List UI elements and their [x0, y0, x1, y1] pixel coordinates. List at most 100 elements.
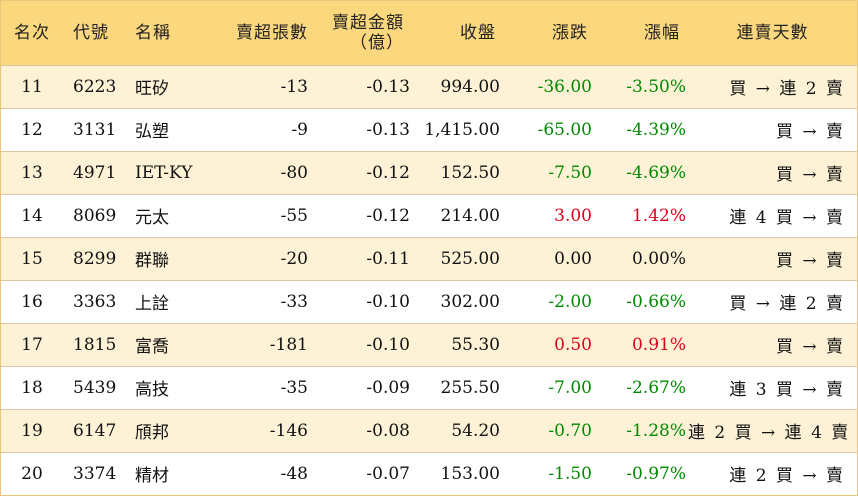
cell-change: -7.00 [548, 377, 592, 398]
cell-streak: 買 → 賣 [775, 165, 845, 185]
cell-change: -36.00 [537, 76, 592, 97]
cell-net-sell-amount: -0.12 [366, 205, 410, 226]
cell-name: 旺矽 [135, 79, 169, 99]
cell-net-sell-amount: -0.10 [366, 291, 410, 312]
cell-net-sell-amount: -0.08 [366, 420, 410, 441]
cell-pct-change: -4.39% [626, 119, 686, 140]
header-pct-change: 漲幅 [644, 22, 680, 43]
cell-name: 富喬 [135, 337, 169, 357]
cell-rank: 18 [21, 377, 43, 398]
cell-code: 3131 [73, 119, 117, 140]
cell-code: 3363 [73, 291, 117, 312]
table-row: 18 5439 高技 -35 -0.09 255.50 -7.00 -2.67%… [1, 366, 857, 409]
cell-net-sell-lots: -33 [280, 291, 308, 312]
cell-pct-change: -1.28% [626, 420, 686, 441]
table-body: 11 6223 旺矽 -13 -0.13 994.00 -36.00 -3.50… [1, 65, 857, 495]
cell-pct-change: 0.00% [631, 248, 686, 269]
cell-pct-change: 0.91% [631, 334, 686, 355]
cell-streak: 買 → 連 2 賣 [729, 294, 845, 314]
cell-net-sell-lots: -20 [280, 248, 308, 269]
cell-close: 54.20 [451, 420, 500, 441]
table-row: 20 3374 精材 -48 -0.07 153.00 -1.50 -0.97%… [1, 452, 857, 495]
cell-pct-change: -0.97% [626, 463, 686, 484]
table-row: 17 1815 富喬 -181 -0.10 55.30 0.50 0.91% 買… [1, 323, 857, 366]
cell-net-sell-lots: -13 [280, 76, 308, 97]
cell-close: 302.00 [440, 291, 500, 312]
cell-pct-change: 1.42% [631, 205, 686, 226]
cell-close: 153.00 [440, 463, 500, 484]
cell-change: -1.50 [548, 463, 592, 484]
cell-name: 群聯 [135, 251, 169, 271]
cell-close: 55.30 [451, 334, 500, 355]
cell-close: 1,415.00 [424, 119, 500, 140]
cell-name: 頎邦 [135, 423, 169, 443]
cell-net-sell-amount: -0.09 [366, 377, 410, 398]
cell-net-sell-lots: -55 [280, 205, 308, 226]
cell-name: 精材 [135, 466, 169, 487]
cell-code: 8069 [73, 205, 117, 226]
table-row: 19 6147 頎邦 -146 -0.08 54.20 -0.70 -1.28%… [1, 409, 857, 452]
cell-net-sell-lots: -181 [269, 334, 308, 355]
cell-net-sell-lots: -80 [280, 162, 308, 183]
cell-pct-change: -2.67% [626, 377, 686, 398]
cell-change: -65.00 [537, 119, 592, 140]
cell-change: -0.70 [548, 420, 592, 441]
header-name: 名稱 [135, 22, 171, 43]
cell-net-sell-lots: -9 [291, 119, 308, 140]
cell-rank: 12 [21, 119, 43, 140]
cell-code: 6147 [73, 420, 117, 441]
cell-name: 元太 [135, 208, 169, 228]
cell-streak: 買 → 賣 [775, 251, 845, 271]
cell-rank: 16 [21, 291, 43, 312]
table-row: 11 6223 旺矽 -13 -0.13 994.00 -36.00 -3.50… [1, 65, 857, 108]
cell-streak: 連 4 買 → 賣 [729, 208, 845, 228]
cell-streak: 買 → 連 2 賣 [729, 79, 845, 99]
cell-net-sell-amount: -0.13 [366, 76, 410, 97]
cell-rank: 11 [21, 76, 43, 97]
header-net-sell-amount: 賣超金額 （億） [316, 1, 416, 65]
cell-streak: 連 2 買 → 連 4 賣 [688, 423, 851, 443]
cell-rank: 17 [21, 334, 43, 355]
cell-change: -7.50 [548, 162, 592, 183]
cell-code: 4971 [73, 162, 117, 183]
cell-rank: 14 [21, 205, 43, 226]
header-close: 收盤 [460, 22, 496, 43]
cell-pct-change: -3.50% [626, 76, 686, 97]
header-net-sell-amount-line2: （億） [350, 32, 404, 53]
header-row: 名次 代號 名稱 賣超張數 賣超金額 （億） 收盤 漲跌 漲幅 連賣天數 [1, 1, 857, 65]
table-row: 13 4971 IET-KY -80 -0.12 152.50 -7.50 -4… [1, 151, 857, 194]
cell-change: 3.00 [554, 205, 592, 226]
cell-close: 525.00 [440, 248, 500, 269]
cell-close: 214.00 [440, 205, 500, 226]
cell-code: 5439 [73, 377, 117, 398]
cell-name: IET-KY [135, 162, 193, 183]
cell-pct-change: -4.69% [626, 162, 686, 183]
table-row: 14 8069 元太 -55 -0.12 214.00 3.00 1.42% 連… [1, 194, 857, 237]
header-change: 漲跌 [552, 22, 588, 43]
cell-net-sell-amount: -0.13 [366, 119, 410, 140]
cell-close: 994.00 [440, 76, 500, 97]
cell-change: 0.00 [554, 248, 592, 269]
cell-pct-change: -0.66% [626, 291, 686, 312]
cell-net-sell-amount: -0.12 [366, 162, 410, 183]
header-net-sell-amount-line1: 賣超金額 [332, 12, 404, 33]
cell-code: 1815 [73, 334, 117, 355]
table-header: 名次 代號 名稱 賣超張數 賣超金額 （億） 收盤 漲跌 漲幅 連賣天數 [1, 1, 857, 65]
cell-code: 3374 [73, 463, 117, 484]
cell-net-sell-amount: -0.10 [366, 334, 410, 355]
cell-rank: 15 [21, 248, 43, 269]
table-row: 12 3131 弘塑 -9 -0.13 1,415.00 -65.00 -4.3… [1, 108, 857, 151]
cell-streak: 連 2 買 → 賣 [729, 466, 845, 487]
header-net-sell-lots: 賣超張數 [236, 22, 308, 43]
cell-streak: 連 3 買 → 賣 [729, 380, 845, 400]
header-streak: 連賣天數 [736, 22, 809, 43]
cell-net-sell-lots: -48 [280, 463, 308, 484]
table-row: 16 3363 上詮 -33 -0.10 302.00 -2.00 -0.66%… [1, 280, 857, 323]
cell-net-sell-lots: -35 [280, 377, 308, 398]
cell-change: 0.50 [554, 334, 592, 355]
cell-rank: 20 [21, 463, 43, 484]
cell-rank: 19 [21, 420, 43, 441]
cell-net-sell-lots: -146 [269, 420, 308, 441]
